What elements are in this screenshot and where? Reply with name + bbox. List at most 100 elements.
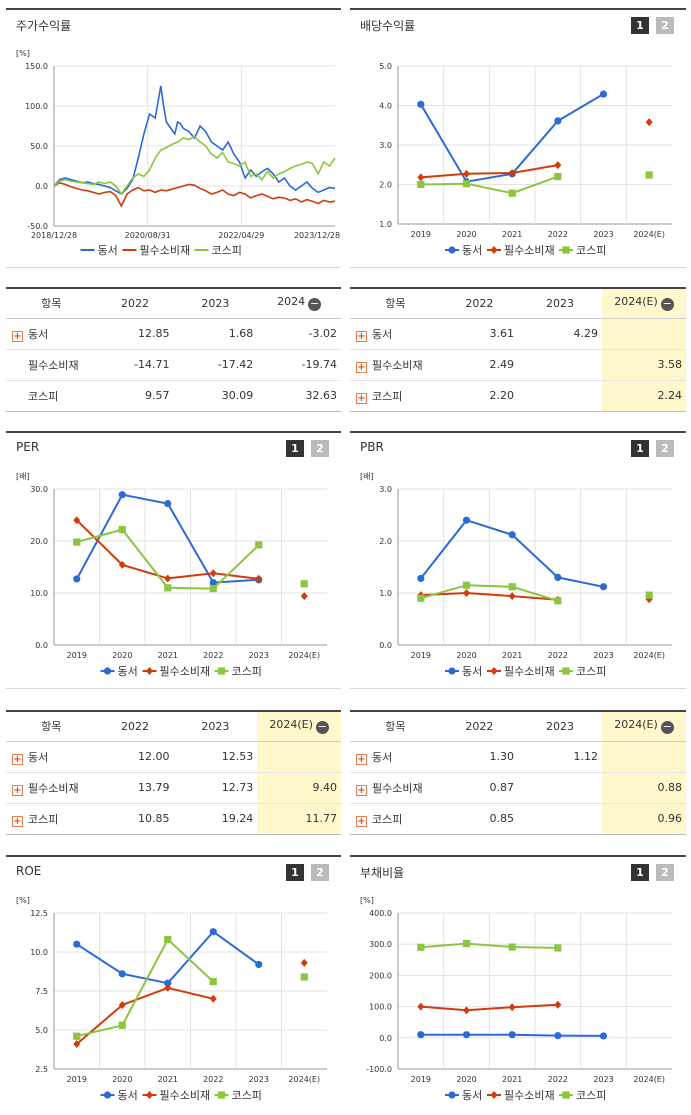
column-header: 2024(E) − bbox=[601, 287, 686, 319]
legend-staples: 필수소비재 bbox=[487, 1089, 555, 1102]
view-2-button[interactable]: 2 bbox=[311, 440, 329, 457]
view-1-button[interactable]: 1 bbox=[631, 440, 649, 457]
expand-icon[interactable]: + bbox=[12, 753, 23, 765]
collapse-icon[interactable]: − bbox=[660, 720, 674, 735]
y-tick-label: 400.0 bbox=[369, 909, 392, 918]
table-cell bbox=[517, 772, 602, 804]
expand-icon[interactable]: + bbox=[12, 815, 23, 827]
data-point bbox=[508, 1031, 516, 1039]
collapse-icon[interactable]: − bbox=[315, 720, 329, 735]
legend-label: 코스피 bbox=[212, 244, 242, 257]
expand-icon[interactable]: + bbox=[356, 330, 367, 342]
row-label[interactable]: + 동서 bbox=[6, 318, 97, 350]
legend-staples: 필수소비재 bbox=[122, 244, 190, 257]
pbr-chart: [배] 3.0 2.0 1.0 0.0 2019 2020 2021 2022 2023 2024(… bbox=[360, 472, 672, 678]
expand-icon[interactable]: + bbox=[356, 392, 367, 404]
legend-dongseo: 동서 bbox=[445, 665, 482, 678]
data-point bbox=[118, 970, 126, 978]
expand-icon[interactable]: + bbox=[12, 330, 23, 342]
per-title: PER bbox=[16, 440, 40, 454]
data-point bbox=[209, 928, 217, 936]
table-cell: -17.42 bbox=[173, 349, 258, 381]
row-label[interactable]: + 동서 bbox=[6, 741, 97, 773]
data-point bbox=[554, 573, 562, 581]
table-cell: 10.85 bbox=[96, 803, 174, 835]
legend-dongseo: 동서 bbox=[100, 665, 138, 678]
view-1-button[interactable]: 1 bbox=[631, 864, 649, 881]
expand-icon[interactable]: + bbox=[356, 753, 367, 765]
table-cell: 2.49 bbox=[440, 349, 518, 381]
debt-title: 부채비율 bbox=[360, 866, 405, 880]
table-cell: 3.61 bbox=[440, 318, 518, 350]
view-2-button[interactable]: 2 bbox=[311, 864, 329, 881]
legend-marker bbox=[562, 246, 570, 254]
row-label[interactable]: + 코스피 bbox=[350, 380, 441, 412]
table-header-row: 항목 2022 2023 2024− bbox=[6, 287, 341, 319]
data-point bbox=[209, 569, 217, 578]
y-axis-unit: [%] bbox=[16, 49, 30, 58]
data-point bbox=[417, 943, 425, 951]
data-point bbox=[164, 935, 172, 944]
data-point bbox=[118, 1021, 126, 1029]
data-point bbox=[462, 516, 471, 524]
y-tick-label: 5.0 bbox=[35, 1026, 48, 1035]
x-tick-label: 2022 bbox=[548, 230, 568, 239]
column-header: 2022 bbox=[96, 287, 174, 319]
table-row: + 동서 12.00 12.53 bbox=[6, 741, 341, 773]
legend-label: 동서 bbox=[118, 665, 138, 678]
view-1-button[interactable]: 1 bbox=[286, 864, 304, 881]
pbr-header: PBR 1 2 bbox=[350, 431, 686, 461]
data-point bbox=[645, 118, 653, 127]
expand-icon[interactable]: + bbox=[356, 361, 367, 373]
data-point bbox=[508, 583, 516, 591]
view-1-button[interactable]: 1 bbox=[631, 17, 649, 34]
x-tick-label: 2024(E) bbox=[633, 1075, 665, 1084]
row-label[interactable]: + 필수소비재 bbox=[350, 349, 441, 381]
view-2-button[interactable]: 2 bbox=[656, 440, 674, 457]
table-cell: 2.20 bbox=[440, 380, 518, 412]
row-label[interactable]: + 코스피 bbox=[350, 803, 441, 835]
series-line bbox=[420, 164, 558, 179]
row-label[interactable]: + 필수소비재 bbox=[350, 772, 441, 804]
expand-icon[interactable]: + bbox=[12, 784, 23, 796]
row-label[interactable]: + 코스피 bbox=[6, 803, 97, 835]
y-tick-label: 200.0 bbox=[369, 971, 392, 980]
x-tick-label: 2022 bbox=[203, 651, 223, 660]
view-2-button[interactable]: 2 bbox=[656, 17, 674, 34]
column-header: 2024(E) − bbox=[257, 710, 341, 742]
row-label[interactable]: + 동서 bbox=[350, 318, 441, 350]
data-point bbox=[508, 1003, 516, 1012]
table-cell: 9.57 bbox=[96, 380, 174, 412]
x-tick-label: 2019 bbox=[67, 651, 87, 660]
y-tick-label: 4.0 bbox=[379, 102, 392, 111]
x-tick-label: 2023 bbox=[249, 651, 269, 660]
x-tick-label: 2023 bbox=[249, 1075, 269, 1084]
data-point bbox=[645, 171, 653, 179]
x-tick-label: 2020 bbox=[456, 1075, 476, 1084]
collapse-icon[interactable]: − bbox=[660, 297, 674, 312]
series-line bbox=[420, 1003, 558, 1012]
expand-icon[interactable]: + bbox=[356, 815, 367, 827]
data-point bbox=[209, 994, 217, 1003]
y-tick-label: 10.0 bbox=[30, 589, 48, 598]
legend-marker bbox=[217, 667, 226, 675]
row-label[interactable]: + 동서 bbox=[350, 741, 441, 773]
per-table: 항목 2022 2023 2024(E) − + 동서 12.00 12.53 + 필수소비재 13.… bbox=[6, 710, 341, 835]
x-tick-label: 2018/12/28 bbox=[31, 231, 77, 240]
table-cell bbox=[601, 318, 686, 350]
y-tick-label: 2.0 bbox=[379, 181, 392, 190]
legend-marker bbox=[448, 667, 456, 675]
view-2-button[interactable]: 2 bbox=[656, 864, 674, 881]
table-row: + 코스피 10.85 19.24 11.77 bbox=[6, 803, 341, 835]
data-point bbox=[417, 594, 425, 602]
row-label[interactable]: + 필수소비재 bbox=[6, 772, 97, 804]
legend-label: 동서 bbox=[462, 1089, 482, 1102]
expand-icon[interactable]: + bbox=[356, 784, 367, 796]
view-1-button[interactable]: 1 bbox=[286, 440, 304, 457]
collapse-icon[interactable]: − bbox=[308, 297, 322, 312]
data-point bbox=[73, 1040, 81, 1049]
data-point bbox=[209, 579, 217, 587]
table-row: + 코스피 2.20 2.24 bbox=[350, 380, 686, 412]
data-point bbox=[300, 958, 308, 967]
series-line bbox=[420, 175, 559, 195]
